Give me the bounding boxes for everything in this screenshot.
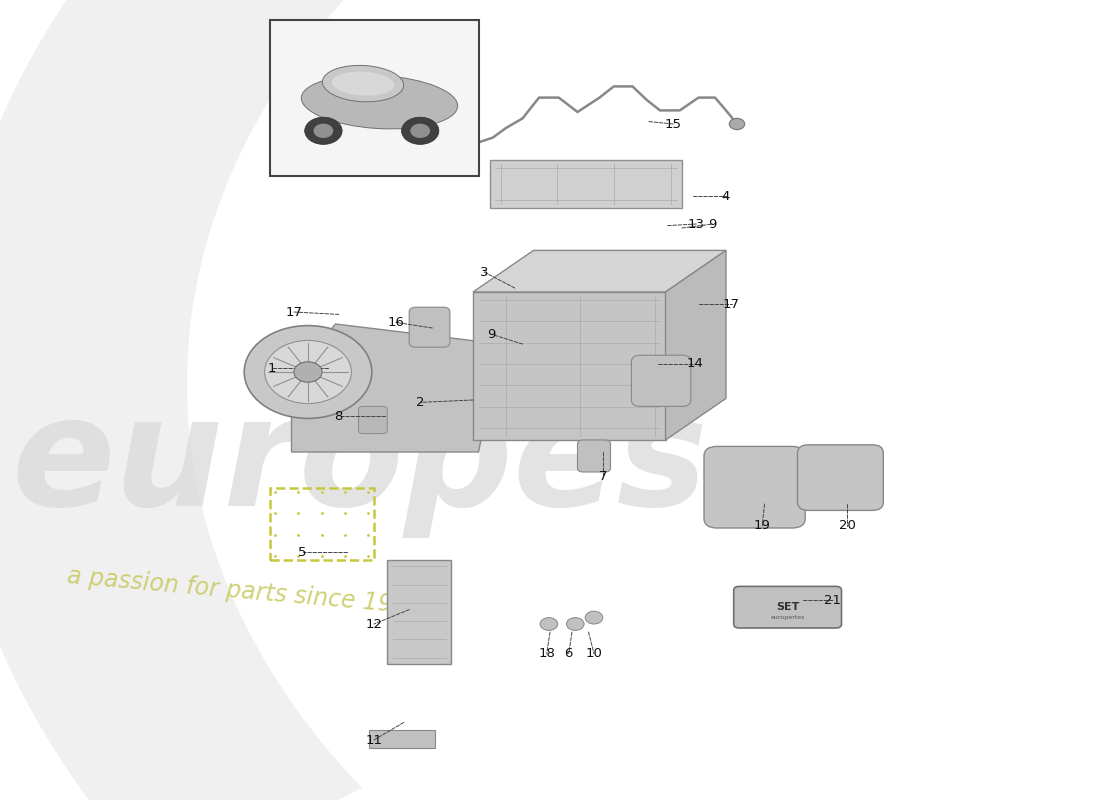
Text: 21: 21	[824, 594, 842, 606]
Text: europes: europes	[11, 390, 707, 538]
Text: 1: 1	[267, 362, 276, 374]
FancyBboxPatch shape	[734, 586, 842, 628]
Text: 10: 10	[585, 647, 603, 660]
Text: 16: 16	[387, 316, 405, 329]
Polygon shape	[473, 250, 726, 292]
Text: 11: 11	[365, 734, 383, 746]
Polygon shape	[292, 324, 500, 452]
Text: 13: 13	[688, 218, 705, 230]
Polygon shape	[666, 250, 726, 440]
Bar	[490, 160, 682, 208]
Ellipse shape	[322, 66, 404, 102]
Bar	[368, 730, 434, 748]
Text: 8: 8	[334, 410, 343, 422]
Ellipse shape	[332, 72, 394, 95]
Bar	[270, 20, 478, 176]
Bar	[270, 488, 374, 560]
Circle shape	[244, 326, 372, 418]
Polygon shape	[0, 0, 987, 800]
FancyBboxPatch shape	[409, 307, 450, 347]
Text: 5: 5	[298, 546, 307, 558]
FancyBboxPatch shape	[578, 440, 610, 472]
Circle shape	[566, 618, 584, 630]
Text: 3: 3	[480, 266, 488, 278]
Text: 6: 6	[564, 647, 573, 660]
Text: 2: 2	[416, 396, 425, 409]
Text: 17: 17	[285, 306, 303, 318]
Text: 17: 17	[723, 298, 740, 310]
Text: 19: 19	[754, 519, 771, 532]
Ellipse shape	[301, 75, 458, 129]
Text: europertes: europertes	[770, 615, 805, 620]
Bar	[387, 560, 451, 664]
FancyBboxPatch shape	[798, 445, 883, 510]
Text: SET: SET	[776, 602, 800, 612]
Text: 9: 9	[487, 328, 496, 341]
Circle shape	[463, 148, 478, 159]
Circle shape	[294, 362, 322, 382]
Circle shape	[402, 118, 439, 145]
Text: 14: 14	[686, 358, 704, 370]
FancyBboxPatch shape	[704, 446, 805, 528]
Circle shape	[314, 123, 333, 138]
Polygon shape	[473, 292, 666, 440]
Circle shape	[410, 123, 430, 138]
Text: 18: 18	[538, 647, 556, 660]
Text: 15: 15	[664, 118, 682, 130]
Text: 7: 7	[598, 470, 607, 482]
Text: 4: 4	[722, 190, 730, 202]
Circle shape	[729, 118, 745, 130]
Text: 12: 12	[365, 618, 383, 630]
FancyBboxPatch shape	[359, 406, 387, 434]
Circle shape	[265, 341, 351, 403]
Text: 20: 20	[838, 519, 856, 532]
Circle shape	[305, 118, 342, 145]
Text: a passion for parts since 1985: a passion for parts since 1985	[66, 565, 424, 619]
Circle shape	[540, 618, 558, 630]
FancyBboxPatch shape	[631, 355, 691, 406]
Text: 9: 9	[708, 218, 717, 230]
Circle shape	[585, 611, 603, 624]
